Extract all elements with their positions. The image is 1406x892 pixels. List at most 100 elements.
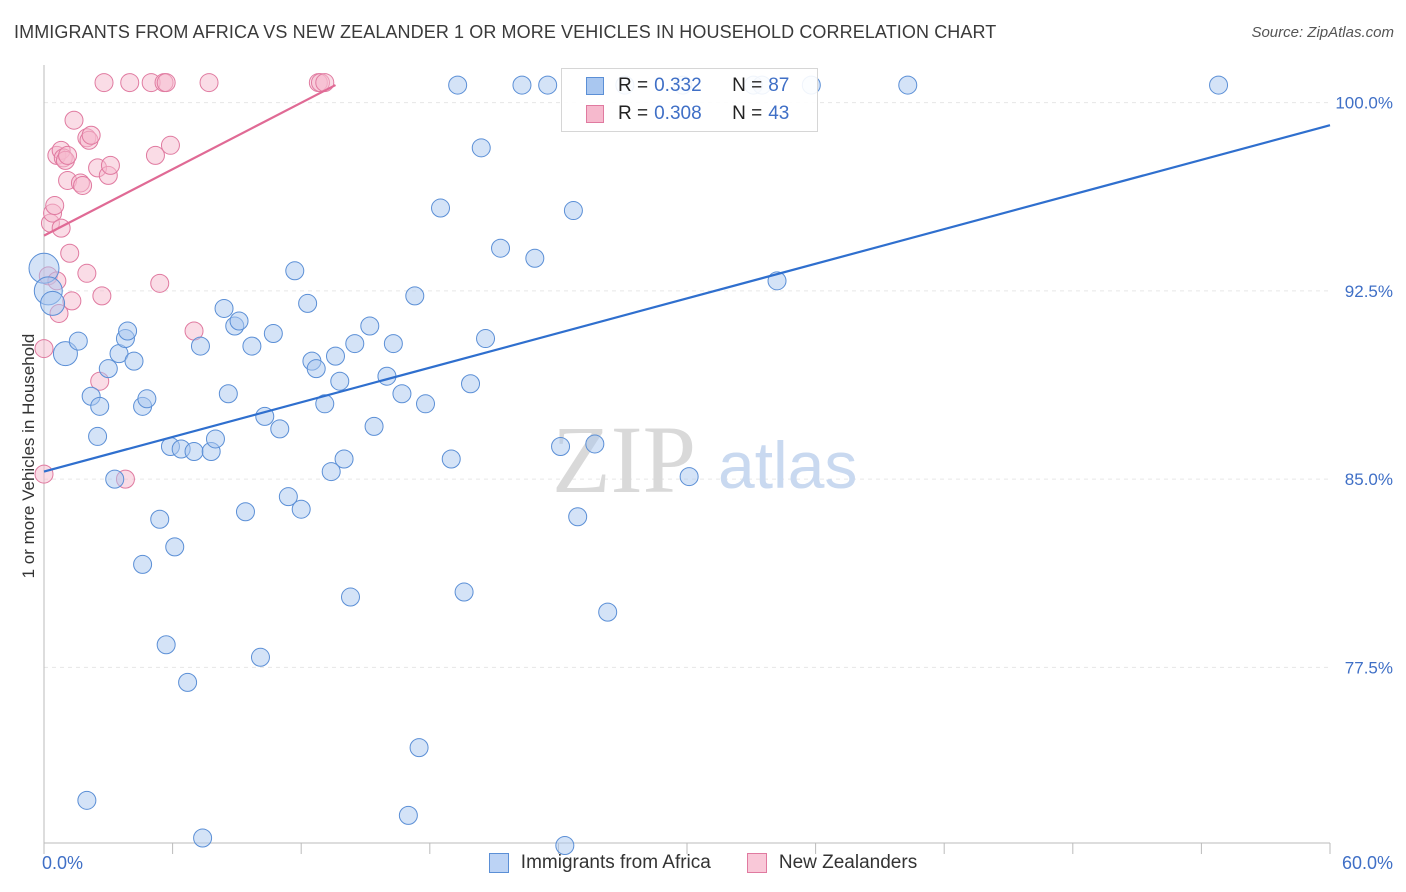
africa-point [263, 324, 283, 344]
nz-point [77, 263, 97, 283]
africa-point [585, 434, 605, 454]
africa-point [340, 587, 360, 607]
legend-item-africa[interactable]: Immigrants from Africa [488, 852, 711, 874]
africa-point [551, 436, 571, 456]
africa-point [137, 389, 157, 409]
africa-point [448, 75, 468, 95]
legend-swatch-nz [746, 853, 767, 873]
legend-r-value: 0.332 [654, 75, 702, 96]
africa-point [77, 790, 97, 810]
nz-point [73, 175, 93, 195]
africa-point [454, 582, 474, 602]
series-legend: Immigrants from Africa New Zealanders [0, 852, 1406, 874]
africa-point [315, 394, 335, 414]
y-tick-label: 77.5% [1345, 658, 1393, 677]
nz-point [51, 218, 71, 238]
legend-r-label: R = [618, 103, 649, 124]
africa-point [133, 554, 153, 574]
africa-point [491, 238, 511, 258]
legend-r-label: R = [618, 75, 649, 96]
legend-n-value: 43 [768, 103, 790, 124]
africa-point [98, 359, 118, 379]
africa-point [383, 334, 403, 354]
legend-swatch-africa [488, 853, 509, 873]
africa-point [118, 321, 138, 341]
africa-point [598, 602, 618, 622]
legend-row-africa: R = 0.332 N = 87 [586, 73, 789, 99]
africa-point [1209, 75, 1229, 95]
trend-lines [43, 84, 1331, 473]
africa-point [178, 672, 198, 692]
africa-point [461, 374, 481, 394]
watermark-zip: ZIP [552, 406, 696, 513]
watermark: ZIP atlas [552, 406, 857, 513]
grid [44, 102, 1330, 668]
africa-point [679, 467, 699, 487]
africa-point [90, 396, 110, 416]
nz-points [34, 73, 335, 489]
africa-point [409, 738, 429, 758]
africa-point [364, 416, 384, 436]
africa-point [291, 499, 311, 519]
y-tick-labels: 100.0% 92.5% 85.0% 77.5% [1335, 94, 1393, 678]
legend-n-value: 87 [768, 75, 790, 96]
africa-point [270, 419, 290, 439]
nz-trend-line [43, 84, 336, 237]
africa-point [398, 805, 418, 825]
africa-point [476, 329, 496, 349]
africa-point [525, 248, 545, 268]
nz-point [64, 110, 84, 130]
africa-point [278, 487, 298, 507]
x-tick-left: 0.0% [42, 853, 83, 873]
y-tick-label: 92.5% [1345, 282, 1393, 301]
nz-point [160, 135, 180, 155]
africa-point [68, 331, 88, 351]
nz-point [81, 125, 101, 145]
nz-point [150, 273, 170, 293]
nz-point [60, 243, 80, 263]
africa-point [124, 351, 144, 371]
nz-point [145, 145, 165, 165]
africa-point [345, 334, 365, 354]
africa-point [229, 311, 249, 331]
africa-point [377, 366, 397, 386]
nz-point [34, 339, 54, 359]
africa-point [218, 384, 238, 404]
x-tick-right: 60.0% [1342, 853, 1393, 873]
africa-point [150, 509, 170, 529]
legend-r-value: 0.308 [654, 103, 702, 124]
legend-n-label: N = [732, 103, 763, 124]
legend-n-label: N = [732, 75, 763, 96]
africa-point [165, 537, 185, 557]
africa-point [563, 201, 583, 221]
watermark-atlas: atlas [718, 428, 857, 502]
africa-point [306, 359, 326, 379]
africa-point [538, 75, 558, 95]
nz-point [45, 196, 65, 216]
africa-points [28, 75, 1229, 856]
africa-point [392, 384, 412, 404]
y-tick-label: 100.0% [1335, 94, 1393, 113]
legend-item-nz[interactable]: New Zealanders [746, 852, 917, 874]
africa-point [88, 426, 108, 446]
y-tick-label: 85.0% [1345, 470, 1393, 489]
africa-point [441, 449, 461, 469]
africa-trend-line [43, 124, 1331, 473]
africa-point [40, 290, 66, 316]
africa-point [242, 336, 262, 356]
africa-point [555, 836, 575, 856]
africa-point [512, 75, 532, 95]
africa-point [898, 75, 918, 95]
nz-point [100, 155, 120, 175]
legend-label-africa: Immigrants from Africa [520, 852, 711, 873]
africa-point [405, 286, 425, 306]
africa-point [334, 449, 354, 469]
nz-point [199, 73, 219, 93]
africa-point [214, 298, 234, 318]
nz-point [94, 73, 114, 93]
africa-point [184, 441, 204, 461]
africa-point [321, 462, 341, 482]
africa-point [330, 371, 350, 391]
africa-point [156, 635, 176, 655]
